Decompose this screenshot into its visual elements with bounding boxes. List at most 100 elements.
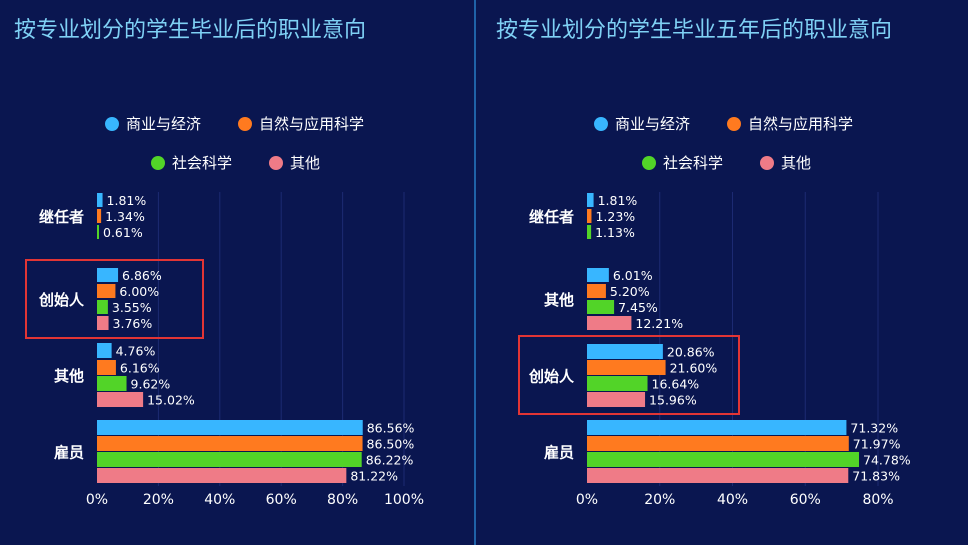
legend-marker-0-0[interactable] bbox=[105, 117, 119, 131]
bar-0-1-1[interactable] bbox=[97, 284, 116, 298]
data-label-0-3-3: 81.22% bbox=[350, 469, 398, 484]
bar-1-3-0[interactable] bbox=[587, 420, 847, 435]
bar-1-3-2[interactable] bbox=[587, 452, 860, 467]
data-label-1-2-2: 16.64% bbox=[652, 377, 700, 392]
bar-1-3-3[interactable] bbox=[587, 468, 849, 483]
bar-0-2-3[interactable] bbox=[97, 392, 144, 407]
bar-1-0-0[interactable] bbox=[587, 193, 594, 207]
panel-divider bbox=[474, 0, 476, 545]
bar-0-0-0[interactable] bbox=[97, 193, 103, 207]
data-label-0-0-1: 1.34% bbox=[105, 209, 145, 224]
data-label-1-2-3: 15.96% bbox=[649, 393, 697, 408]
data-label-1-2-0: 20.86% bbox=[667, 345, 715, 360]
bar-0-1-2[interactable] bbox=[97, 300, 108, 314]
bar-1-2-2[interactable] bbox=[587, 376, 648, 391]
category-label-1-2: 创始人 bbox=[528, 368, 575, 386]
bar-0-3-2[interactable] bbox=[97, 452, 362, 467]
x-tick-label-1-1: 20% bbox=[644, 492, 675, 508]
legend-label-0-2[interactable]: 社会科学 bbox=[172, 154, 232, 172]
data-label-1-1-3: 12.21% bbox=[635, 316, 683, 331]
legend-label-1-2[interactable]: 社会科学 bbox=[663, 154, 723, 172]
bar-1-1-3[interactable] bbox=[587, 316, 632, 330]
data-label-1-0-2: 1.13% bbox=[595, 225, 635, 240]
chart-title-left: 按专业划分的学生毕业后的职业意向 bbox=[14, 18, 367, 43]
data-label-0-0-0: 1.81% bbox=[107, 193, 147, 208]
legend-marker-1-3[interactable] bbox=[760, 156, 774, 170]
bar-1-2-1[interactable] bbox=[587, 360, 666, 375]
bar-0-0-2[interactable] bbox=[97, 225, 99, 239]
data-label-0-1-0: 6.86% bbox=[122, 268, 162, 283]
legend-marker-1-1[interactable] bbox=[727, 117, 741, 131]
data-label-0-3-0: 86.56% bbox=[367, 421, 415, 436]
data-label-1-3-1: 71.97% bbox=[853, 437, 901, 452]
bar-0-3-1[interactable] bbox=[97, 436, 363, 451]
bar-0-3-3[interactable] bbox=[97, 468, 347, 483]
bar-0-1-0[interactable] bbox=[97, 268, 119, 282]
data-label-1-1-2: 7.45% bbox=[618, 300, 658, 315]
category-label-0-3: 雇员 bbox=[54, 444, 84, 462]
legend-marker-1-0[interactable] bbox=[594, 117, 608, 131]
data-label-0-1-3: 3.76% bbox=[113, 316, 153, 331]
data-label-1-0-0: 1.81% bbox=[598, 193, 638, 208]
legend-marker-0-1[interactable] bbox=[238, 117, 252, 131]
data-label-1-3-3: 71.83% bbox=[852, 469, 900, 484]
bar-0-2-1[interactable] bbox=[97, 360, 116, 375]
chart-title-right: 按专业划分的学生毕业五年后的职业意向 bbox=[496, 18, 893, 43]
category-label-0-0: 继任者 bbox=[39, 208, 84, 226]
category-label-1-3: 雇员 bbox=[544, 444, 574, 462]
data-label-0-2-0: 4.76% bbox=[116, 344, 156, 359]
data-label-0-2-3: 15.02% bbox=[147, 393, 195, 408]
legend-marker-0-2[interactable] bbox=[151, 156, 165, 170]
category-label-0-2: 其他 bbox=[54, 367, 84, 385]
bar-1-2-0[interactable] bbox=[587, 344, 663, 359]
bar-0-2-2[interactable] bbox=[97, 376, 127, 391]
data-label-1-1-1: 5.20% bbox=[610, 284, 650, 299]
legend-label-1-1[interactable]: 自然与应用科学 bbox=[748, 115, 853, 133]
highlight-box-0 bbox=[25, 259, 204, 339]
legend-marker-1-2[interactable] bbox=[642, 156, 656, 170]
x-tick-label-0-5: 100% bbox=[384, 492, 424, 508]
bar-1-1-2[interactable] bbox=[587, 300, 615, 314]
data-label-1-0-1: 1.23% bbox=[595, 209, 635, 224]
data-label-0-2-2: 9.62% bbox=[131, 377, 171, 392]
x-tick-label-0-0: 0% bbox=[86, 492, 108, 508]
bar-1-3-1[interactable] bbox=[587, 436, 849, 451]
x-tick-label-0-1: 20% bbox=[143, 492, 174, 508]
x-tick-label-1-4: 80% bbox=[862, 492, 893, 508]
data-label-0-3-2: 86.22% bbox=[366, 453, 414, 468]
legend-label-0-3[interactable]: 其他 bbox=[290, 154, 320, 172]
legend-label-1-3[interactable]: 其他 bbox=[781, 154, 811, 172]
category-label-0-1: 创始人 bbox=[38, 291, 85, 309]
x-tick-label-0-2: 40% bbox=[204, 492, 235, 508]
bar-0-0-1[interactable] bbox=[97, 209, 102, 223]
x-tick-label-0-4: 80% bbox=[327, 492, 358, 508]
data-label-0-3-1: 86.50% bbox=[367, 437, 415, 452]
bar-0-1-3[interactable] bbox=[97, 316, 109, 330]
x-tick-label-0-3: 60% bbox=[266, 492, 297, 508]
data-label-1-3-0: 71.32% bbox=[850, 421, 898, 436]
legend-marker-0-3[interactable] bbox=[269, 156, 283, 170]
legend-label-0-1[interactable]: 自然与应用科学 bbox=[259, 115, 364, 133]
x-tick-label-1-2: 40% bbox=[717, 492, 748, 508]
bar-0-2-0[interactable] bbox=[97, 343, 112, 358]
data-label-0-0-2: 0.61% bbox=[103, 225, 143, 240]
category-label-1-1: 其他 bbox=[544, 291, 574, 309]
legend-label-1-0[interactable]: 商业与经济 bbox=[615, 115, 690, 133]
x-tick-label-1-0: 0% bbox=[576, 492, 598, 508]
category-label-1-0: 继任者 bbox=[529, 208, 574, 226]
data-label-0-1-2: 3.55% bbox=[112, 300, 152, 315]
data-label-0-2-1: 6.16% bbox=[120, 361, 160, 376]
bar-1-1-1[interactable] bbox=[587, 284, 606, 298]
data-label-1-2-1: 21.60% bbox=[670, 361, 718, 376]
bar-1-0-2[interactable] bbox=[587, 225, 592, 239]
x-tick-label-1-3: 60% bbox=[790, 492, 821, 508]
bar-1-0-1[interactable] bbox=[587, 209, 592, 223]
data-label-0-1-1: 6.00% bbox=[119, 284, 159, 299]
bar-1-2-3[interactable] bbox=[587, 392, 646, 407]
highlight-box-1 bbox=[518, 335, 740, 415]
bar-1-1-0[interactable] bbox=[587, 268, 609, 282]
legend-label-0-0[interactable]: 商业与经济 bbox=[126, 115, 201, 133]
bar-0-3-0[interactable] bbox=[97, 420, 363, 435]
